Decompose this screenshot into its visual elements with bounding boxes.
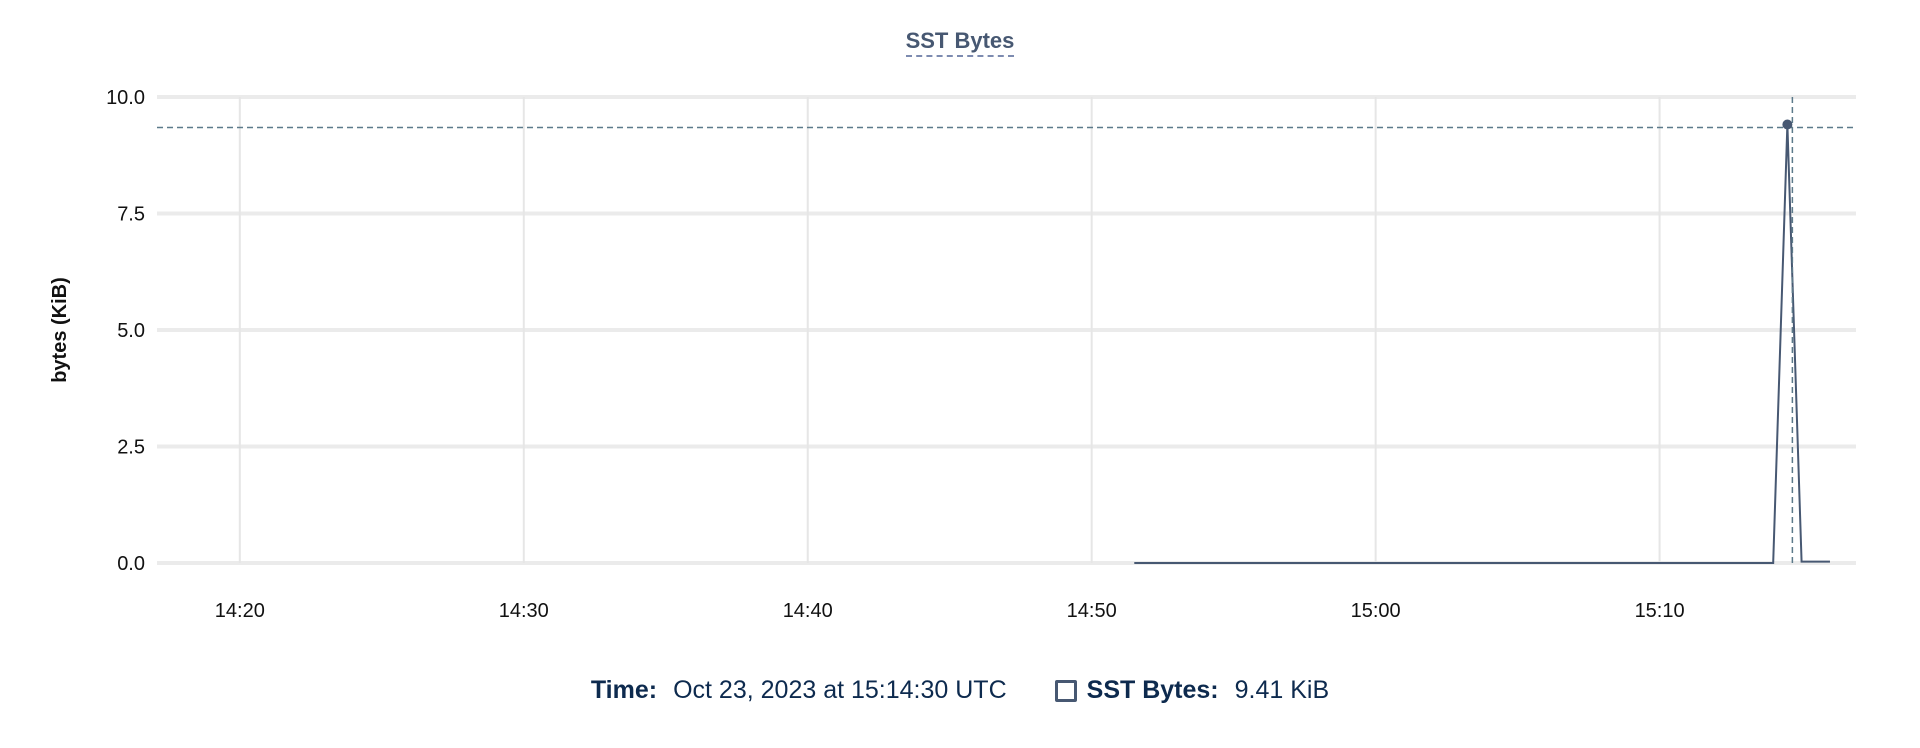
series-checkbox[interactable] — [1054, 679, 1077, 702]
x-tick-label: 15:00 — [1351, 600, 1401, 622]
y-tick-label: 7.5 — [117, 204, 145, 226]
chart-title[interactable]: SST Bytes — [0, 28, 1920, 57]
series-line — [1134, 124, 1830, 564]
series-value: 9.41 KiB — [1234, 676, 1330, 704]
x-tick-label: 14:50 — [1067, 600, 1117, 622]
y-axis-label: bytes (KiB) — [49, 277, 71, 383]
y-tick-label: 10.0 — [106, 87, 145, 109]
x-tick-label: 14:40 — [783, 600, 833, 622]
hover-point — [1782, 119, 1793, 130]
x-tick-label: 14:30 — [499, 600, 549, 622]
series-label: SST Bytes: — [1086, 676, 1219, 704]
time-value: Oct 23, 2023 at 15:14:30 UTC — [673, 676, 1007, 704]
legend: Time: Oct 23, 2023 at 15:14:30 UTC SST B… — [0, 676, 1920, 705]
x-tick-label: 15:10 — [1635, 600, 1685, 622]
y-tick-label: 0.0 — [117, 553, 145, 575]
x-tick-label: 14:20 — [215, 600, 265, 622]
y-tick-label: 5.0 — [117, 320, 145, 342]
chart-title-text[interactable]: SST Bytes — [905, 28, 1015, 57]
y-tick-label: 2.5 — [117, 437, 145, 459]
time-label: Time: — [590, 676, 658, 704]
